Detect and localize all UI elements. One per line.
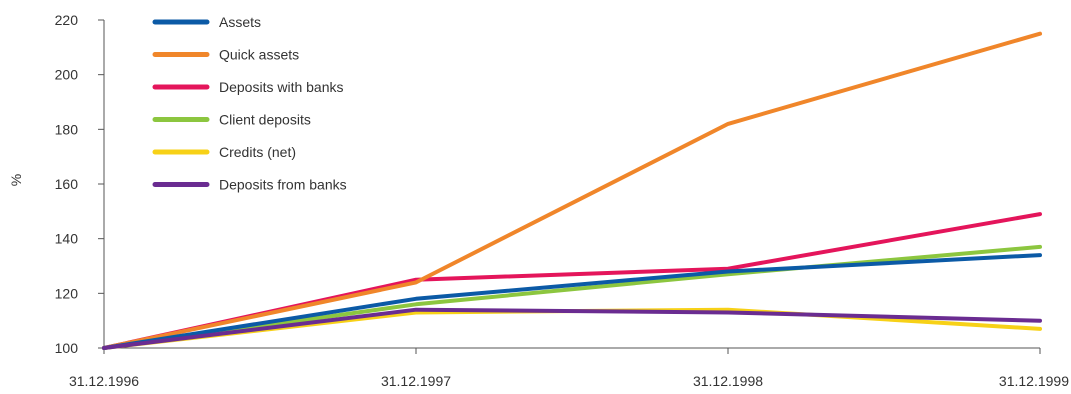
y-tick-label: 220 — [55, 12, 79, 28]
legend-label: Deposits from banks — [219, 177, 347, 193]
x-tick-label: 31.12.1997 — [381, 373, 451, 389]
y-tick-label: 180 — [55, 121, 79, 137]
y-axis-title: % — [8, 174, 24, 186]
y-tick-label: 120 — [55, 285, 79, 301]
legend-label: Client deposits — [219, 112, 311, 128]
axes: 100 120 140 160 180 200 220 31.12.1996 31.12.199… — [55, 12, 1070, 389]
y-tick-label: 160 — [55, 176, 79, 192]
series-line-assets — [102, 253, 1042, 350]
legend-label: Credits (net) — [219, 144, 296, 160]
legend-label: Assets — [219, 14, 261, 30]
series-line-quick-assets — [102, 31, 1042, 350]
legend-label: Quick assets — [219, 47, 299, 63]
x-tick-label: 31.12.1996 — [69, 373, 139, 389]
series-group — [102, 31, 1042, 350]
series-line-deposits-from-banks — [102, 307, 1042, 350]
x-tick-label: 31.12.1998 — [693, 373, 763, 389]
y-tick-label: 200 — [55, 67, 79, 83]
y-tick-label: 100 — [55, 340, 79, 356]
series-line-client-deposits — [102, 244, 1042, 350]
y-tick-label: 140 — [55, 231, 79, 247]
x-tick-label: 31.12.1999 — [999, 373, 1069, 389]
legend: Assets Quick assets Deposits with banks Cli… — [152, 14, 347, 193]
legend-label: Deposits with banks — [219, 79, 344, 95]
